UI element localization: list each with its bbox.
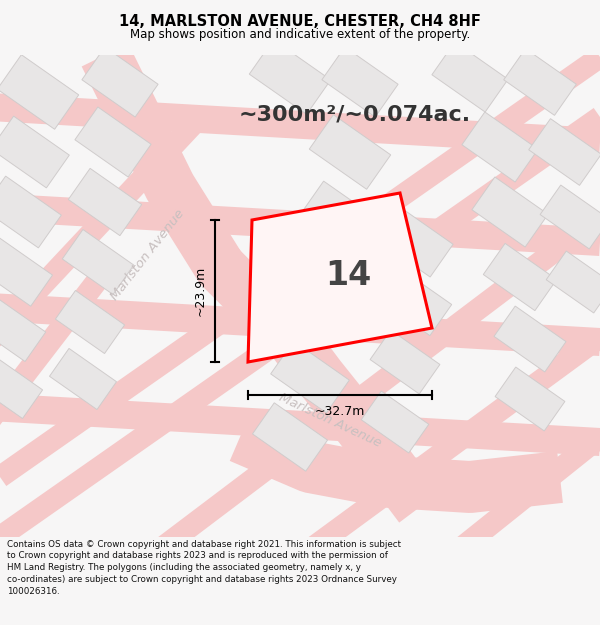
- Polygon shape: [504, 49, 576, 116]
- Polygon shape: [443, 428, 600, 566]
- Polygon shape: [0, 55, 79, 129]
- Polygon shape: [309, 115, 391, 189]
- Text: Marlston Avenue: Marlston Avenue: [109, 207, 187, 303]
- Polygon shape: [483, 243, 557, 311]
- Polygon shape: [0, 296, 46, 361]
- Polygon shape: [0, 293, 600, 356]
- Polygon shape: [62, 229, 134, 294]
- Polygon shape: [0, 238, 53, 306]
- Polygon shape: [68, 168, 142, 236]
- Polygon shape: [55, 291, 125, 354]
- Text: ~32.7m: ~32.7m: [315, 405, 365, 418]
- Polygon shape: [377, 207, 453, 277]
- Polygon shape: [253, 402, 328, 471]
- Text: ~300m²/~0.074ac.: ~300m²/~0.074ac.: [239, 105, 471, 125]
- Polygon shape: [378, 268, 452, 336]
- Polygon shape: [82, 47, 158, 117]
- Polygon shape: [0, 270, 109, 544]
- Polygon shape: [249, 40, 331, 114]
- Polygon shape: [271, 341, 349, 413]
- Text: Map shows position and indicative extent of the property.: Map shows position and indicative extent…: [130, 28, 470, 41]
- Polygon shape: [361, 391, 429, 453]
- Polygon shape: [494, 306, 566, 372]
- Polygon shape: [230, 413, 563, 513]
- Polygon shape: [301, 181, 379, 253]
- Polygon shape: [540, 185, 600, 249]
- Polygon shape: [529, 119, 600, 186]
- Polygon shape: [0, 176, 61, 248]
- Polygon shape: [248, 193, 432, 362]
- Polygon shape: [293, 328, 600, 566]
- Polygon shape: [370, 330, 440, 394]
- Polygon shape: [0, 108, 600, 546]
- Polygon shape: [0, 393, 600, 456]
- Text: 14, MARLSTON AVENUE, CHESTER, CH4 8HF: 14, MARLSTON AVENUE, CHESTER, CH4 8HF: [119, 14, 481, 29]
- Polygon shape: [0, 356, 43, 419]
- Polygon shape: [0, 116, 70, 188]
- Text: 14: 14: [325, 259, 371, 292]
- Polygon shape: [322, 47, 398, 117]
- Polygon shape: [269, 321, 441, 522]
- Text: ~23.9m: ~23.9m: [194, 266, 207, 316]
- Polygon shape: [0, 48, 600, 486]
- Polygon shape: [82, 44, 308, 356]
- Polygon shape: [75, 107, 151, 177]
- Polygon shape: [495, 367, 565, 431]
- Polygon shape: [0, 193, 600, 256]
- Polygon shape: [49, 349, 116, 409]
- Polygon shape: [0, 109, 208, 444]
- Polygon shape: [472, 177, 548, 247]
- Polygon shape: [0, 93, 600, 156]
- Text: Marlston Avenue: Marlston Avenue: [277, 391, 383, 449]
- Polygon shape: [432, 42, 508, 112]
- Polygon shape: [546, 251, 600, 313]
- Text: Contains OS data © Crown copyright and database right 2021. This information is : Contains OS data © Crown copyright and d…: [7, 539, 401, 596]
- Polygon shape: [462, 112, 538, 182]
- Polygon shape: [143, 208, 600, 566]
